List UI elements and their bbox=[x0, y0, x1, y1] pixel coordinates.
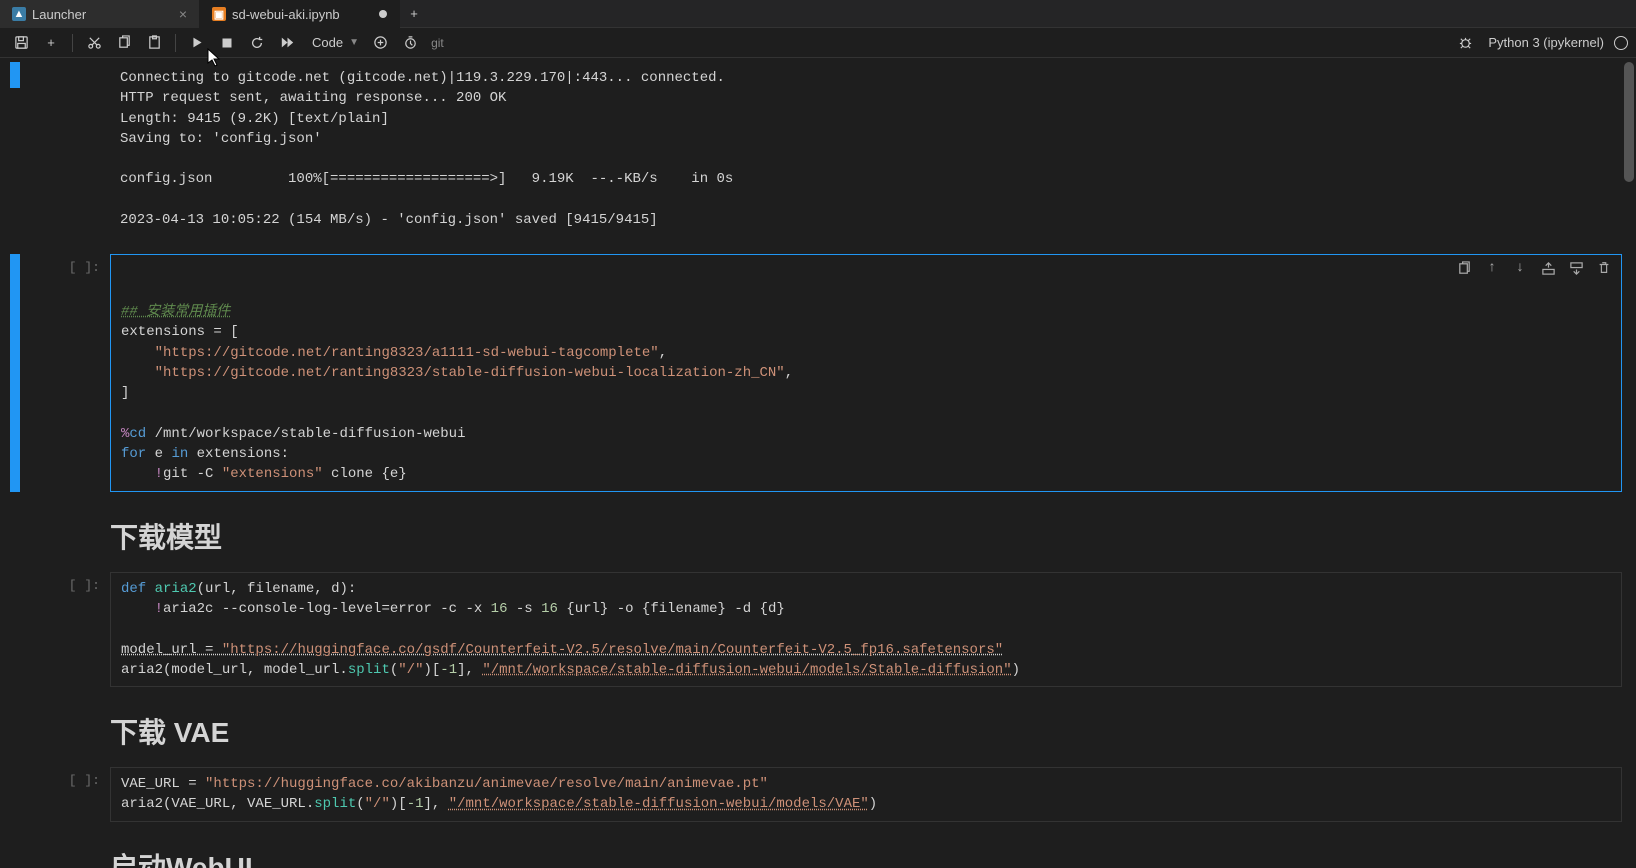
cell-output: Connecting to gitcode.net (gitcode.net)|… bbox=[110, 62, 1622, 236]
stop-button[interactable] bbox=[214, 31, 240, 55]
scrollbar-thumb[interactable] bbox=[1624, 62, 1634, 182]
heading: 启动WebUI bbox=[110, 828, 253, 868]
output-cell: Connecting to gitcode.net (gitcode.net)|… bbox=[10, 62, 1622, 236]
cell-prompt bbox=[20, 828, 110, 868]
heading: 下载 VAE bbox=[110, 693, 229, 761]
markdown-cell[interactable]: 下载 VAE bbox=[10, 693, 1622, 761]
restart-run-all-button[interactable] bbox=[274, 31, 300, 55]
tab-launcher[interactable]: ▲ Launcher × bbox=[0, 0, 200, 28]
cell-toolbar: ↑ ↓ bbox=[1455, 259, 1613, 277]
launcher-icon: ▲ bbox=[12, 7, 26, 21]
notebook-area[interactable]: Connecting to gitcode.net (gitcode.net)|… bbox=[0, 58, 1622, 868]
code-cell-row: [ ]: VAE_URL = "https://huggingface.co/a… bbox=[10, 767, 1622, 822]
cell-prompt: [ ]: bbox=[20, 767, 110, 822]
cell-type-select[interactable]: Code ▼ bbox=[304, 33, 363, 52]
output-prompt bbox=[20, 62, 110, 236]
insert-cell-button[interactable]: + bbox=[38, 31, 64, 55]
code-cell-row: [ ]: ↑ ↓ ## 安装常用插件 extensions = [ "https… bbox=[10, 254, 1622, 491]
add-tab-button[interactable]: + bbox=[400, 0, 428, 27]
bug-icon[interactable] bbox=[1452, 31, 1478, 55]
code-cell[interactable]: ↑ ↓ ## 安装常用插件 extensions = [ "https://gi… bbox=[110, 254, 1622, 491]
git-button[interactable]: git bbox=[427, 31, 448, 55]
tab-label: sd-webui-aki.ipynb bbox=[232, 7, 340, 22]
cell-gutter bbox=[10, 693, 20, 761]
copy-button[interactable] bbox=[111, 31, 137, 55]
cell-gutter bbox=[10, 572, 20, 687]
notebook-icon: ▣ bbox=[212, 7, 226, 21]
cell-gutter bbox=[10, 767, 20, 822]
kernel-status-icon[interactable] bbox=[1614, 36, 1628, 50]
tab-notebook[interactable]: ▣ sd-webui-aki.ipynb bbox=[200, 0, 400, 28]
render-button[interactable] bbox=[367, 31, 393, 55]
cell-prompt: [ ]: bbox=[20, 572, 110, 687]
markdown-cell[interactable]: 启动WebUI bbox=[10, 828, 1622, 868]
unsaved-dot-icon bbox=[379, 10, 387, 18]
tabs-bar: ▲ Launcher × ▣ sd-webui-aki.ipynb + bbox=[0, 0, 1636, 28]
paste-button[interactable] bbox=[141, 31, 167, 55]
duplicate-icon[interactable] bbox=[1455, 259, 1473, 277]
separator bbox=[72, 34, 73, 52]
cell-gutter bbox=[10, 498, 20, 566]
save-button[interactable] bbox=[8, 31, 34, 55]
move-up-icon[interactable]: ↑ bbox=[1483, 259, 1501, 277]
code-cell-row: [ ]: def aria2(url, filename, d): !aria2… bbox=[10, 572, 1622, 687]
restart-button[interactable] bbox=[244, 31, 270, 55]
cell-prompt: [ ]: bbox=[20, 254, 110, 491]
cell-gutter bbox=[10, 254, 20, 491]
heading: 下载模型 bbox=[110, 498, 222, 566]
code-cell[interactable]: def aria2(url, filename, d): !aria2c --c… bbox=[110, 572, 1622, 687]
insert-below-icon[interactable] bbox=[1567, 259, 1585, 277]
code-cell[interactable]: VAE_URL = "https://huggingface.co/akiban… bbox=[110, 767, 1622, 822]
cell-prompt bbox=[20, 693, 110, 761]
run-button[interactable] bbox=[184, 31, 210, 55]
close-icon[interactable]: × bbox=[179, 6, 187, 22]
move-down-icon[interactable]: ↓ bbox=[1511, 259, 1529, 277]
separator bbox=[175, 34, 176, 52]
cut-button[interactable] bbox=[81, 31, 107, 55]
delete-icon[interactable] bbox=[1595, 259, 1613, 277]
markdown-cell[interactable]: 下载模型 bbox=[10, 498, 1622, 566]
notebook-toolbar: + Code ▼ git Python 3 (ipykernel) bbox=[0, 28, 1636, 58]
tab-label: Launcher bbox=[32, 7, 86, 22]
cell-gutter bbox=[10, 62, 20, 88]
cell-prompt bbox=[20, 498, 110, 566]
scrollbar[interactable] bbox=[1622, 58, 1636, 868]
insert-above-icon[interactable] bbox=[1539, 259, 1557, 277]
cell-type-label: Code bbox=[304, 33, 363, 52]
cell-gutter bbox=[10, 828, 20, 868]
kernel-name[interactable]: Python 3 (ipykernel) bbox=[1488, 35, 1604, 50]
timer-button[interactable] bbox=[397, 31, 423, 55]
